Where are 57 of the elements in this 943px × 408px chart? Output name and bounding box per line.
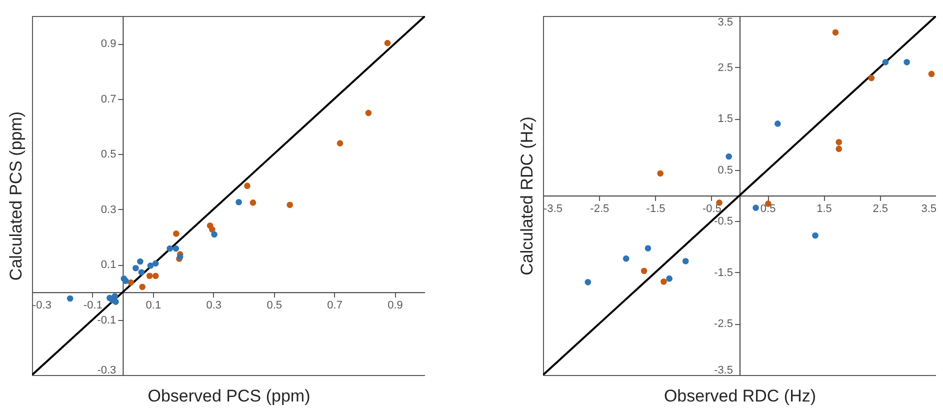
y-tick-label: -3.5 xyxy=(714,364,733,376)
point xyxy=(66,295,74,302)
point xyxy=(250,200,256,206)
x-tick-label: 1.5 xyxy=(816,203,832,215)
y-tick-label: 0.5 xyxy=(718,164,733,176)
x-tick-label: 0.7 xyxy=(327,300,342,312)
y-tick-label: 0.5 xyxy=(100,148,116,161)
point xyxy=(132,264,139,272)
point xyxy=(365,110,372,116)
point xyxy=(122,278,129,284)
x-tick-label: 0.1 xyxy=(146,300,162,312)
y-tick-label: -0.1 xyxy=(97,314,116,326)
y-axis-title: Calculated PCS (ppm) xyxy=(6,111,26,281)
y-tick-label: 3.5 xyxy=(718,16,733,28)
y-tick-label: 1.5 xyxy=(718,113,733,126)
x-tick-label: -0.5 xyxy=(702,203,722,215)
x-tick-label: -1.5 xyxy=(646,203,666,215)
x-tick-label: -2.5 xyxy=(590,203,610,215)
point xyxy=(112,298,119,305)
x-axis-title: Observed PCS (ppm) xyxy=(148,386,310,406)
x-tick-label: -0.3 xyxy=(32,300,52,312)
y-tick-label: -2.5 xyxy=(714,318,733,330)
y-tick-label: -0.5 xyxy=(714,216,733,228)
point xyxy=(146,272,153,280)
point xyxy=(209,226,216,233)
x-tick-label: 0.9 xyxy=(388,300,403,312)
point xyxy=(147,262,154,269)
x-tick-label: -0.1 xyxy=(83,300,102,312)
point xyxy=(152,272,159,280)
point xyxy=(139,284,146,290)
y-tick-label: -1.5 xyxy=(714,266,733,279)
y-tick-label: 2.5 xyxy=(718,62,733,74)
x-tick-label: -3.5 xyxy=(544,203,562,215)
y-axis-title: Calculated RDC (Hz) xyxy=(518,116,536,276)
y-tick-label: -0.3 xyxy=(97,364,116,376)
point xyxy=(286,202,294,208)
point xyxy=(236,198,242,206)
x-tick-label: 0.5 xyxy=(266,300,282,312)
point xyxy=(336,140,344,146)
x-tick-label: 0.5 xyxy=(760,203,776,215)
y-tick-label: 0.7 xyxy=(100,93,116,106)
point xyxy=(138,269,145,276)
x-tick-label: 0.3 xyxy=(206,300,222,312)
point xyxy=(384,40,391,46)
point xyxy=(137,258,144,265)
x-axis-title: Observed RDC (Hz) xyxy=(664,386,816,406)
y-tick-label: 0.1 xyxy=(100,259,116,272)
point xyxy=(172,245,180,252)
point xyxy=(211,231,218,238)
point xyxy=(166,245,174,252)
point xyxy=(128,279,134,286)
y-tick-label: 0.9 xyxy=(100,38,116,50)
x-tick-label: 3.5 xyxy=(921,203,936,215)
point xyxy=(173,230,180,237)
point xyxy=(152,260,159,267)
point xyxy=(244,182,250,189)
x-tick-label: 2.5 xyxy=(872,203,888,215)
